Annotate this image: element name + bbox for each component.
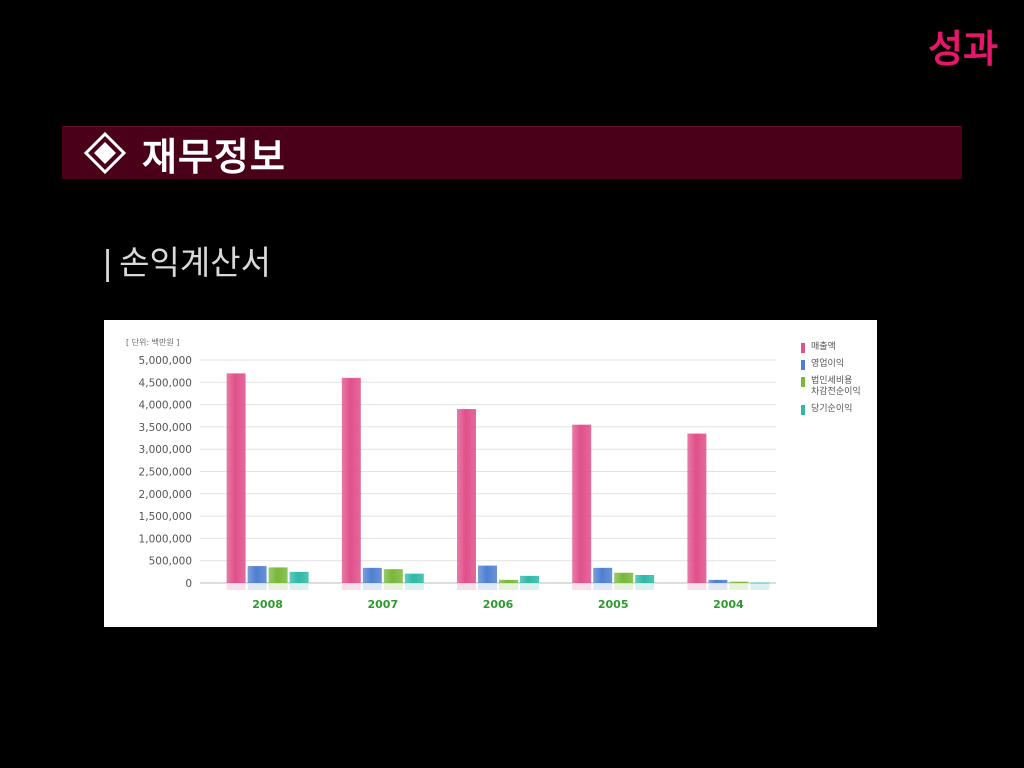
corner-title: 성과	[928, 27, 998, 71]
bar	[750, 582, 770, 584]
legend-swatch	[801, 405, 805, 415]
legend-item: 당기순이익	[801, 404, 877, 415]
bar	[268, 567, 288, 583]
legend-item: 영업이익	[801, 359, 877, 370]
bar-reflection	[687, 584, 707, 590]
y-tick-label: 1,000,000	[139, 533, 192, 545]
legend-swatch	[801, 360, 805, 370]
bar	[614, 572, 634, 583]
bar-reflection	[708, 584, 728, 590]
section-header-bar: 재무정보	[62, 126, 962, 179]
bar-reflection	[383, 584, 403, 590]
y-tick-label: 2,500,000	[139, 467, 192, 479]
bar-reflection	[593, 584, 613, 590]
y-tick-label: 500,000	[149, 556, 192, 568]
legend-swatch	[801, 343, 805, 353]
bar-reflection	[341, 584, 361, 590]
bar	[247, 566, 267, 583]
x-tick-label: 2008	[252, 598, 283, 611]
subtitle-text: 손익계산서	[119, 243, 271, 282]
bar	[226, 373, 246, 583]
bar	[572, 424, 592, 583]
bar-reflection	[478, 584, 497, 590]
legend-item: 매출액	[801, 342, 877, 353]
bar	[383, 569, 403, 583]
bar-reflection	[457, 584, 476, 590]
bar-chart: [ 단위: 백만원 ] 0 500,000 1,000,000 1,500,000 2,0…	[126, 337, 776, 611]
bar-reflection	[750, 584, 770, 590]
y-tick-label: 4,500,000	[139, 377, 192, 389]
legend-item: 법인세비용 차감전순이익	[801, 376, 877, 398]
chart-panel: [ 단위: 백만원 ] 0 500,000 1,000,000 1,500,000 2,0…	[104, 320, 877, 627]
bar	[404, 573, 424, 583]
subtitle: | 손익계산서	[102, 236, 271, 284]
bar	[457, 409, 476, 583]
bar	[499, 579, 518, 583]
bar-reflection	[499, 584, 518, 590]
bar	[520, 575, 539, 583]
bar-reflection	[226, 584, 246, 590]
y-tick-label: 1,500,000	[139, 511, 192, 523]
x-tick-label: 2004	[713, 598, 744, 611]
legend-label: 영업이익	[811, 359, 845, 369]
y-tick-label: 4,000,000	[139, 400, 192, 412]
x-tick-label: 2007	[367, 598, 398, 611]
bar-reflection	[268, 584, 288, 590]
bar	[593, 567, 613, 583]
legend-label: 매출액	[811, 342, 836, 352]
bar-reflection	[247, 584, 267, 590]
bar-reflection	[289, 584, 309, 590]
bar-reflection	[614, 584, 634, 590]
bar-reflection	[729, 584, 749, 590]
y-tick-label: 3,500,000	[139, 422, 192, 434]
legend-label: 당기순이익	[811, 404, 853, 414]
legend-swatch	[801, 377, 805, 387]
bar-reflection	[362, 584, 382, 590]
bar	[362, 567, 382, 583]
diamond-icon	[83, 131, 127, 175]
bar	[729, 581, 749, 583]
bar	[635, 574, 655, 583]
bar-reflection	[404, 584, 424, 590]
subtitle-pipe: |	[102, 243, 114, 282]
bar	[708, 579, 728, 583]
bar	[478, 565, 497, 583]
bar-reflection	[572, 584, 592, 590]
y-tick-label: 0	[185, 578, 192, 590]
section-title: 재무정보	[142, 134, 286, 179]
bar	[289, 571, 309, 583]
x-tick-label: 2006	[483, 598, 514, 611]
x-tick-label: 2005	[598, 598, 629, 611]
legend-label: 법인세비용 차감전순이익	[811, 376, 861, 397]
bar	[687, 433, 707, 583]
y-tick-label: 3,000,000	[139, 444, 192, 456]
bar	[341, 377, 361, 583]
bar-reflection	[520, 584, 539, 590]
bar-reflection	[635, 584, 655, 590]
unit-note: [ 단위: 백만원 ]	[126, 337, 179, 347]
bar-layer	[226, 373, 770, 590]
y-tick-label: 5,000,000	[139, 355, 192, 367]
y-tick-label: 2,000,000	[139, 489, 192, 501]
tick-layer: [ 단위: 백만원 ] 0 500,000 1,000,000 1,500,000 2,0…	[126, 337, 744, 611]
